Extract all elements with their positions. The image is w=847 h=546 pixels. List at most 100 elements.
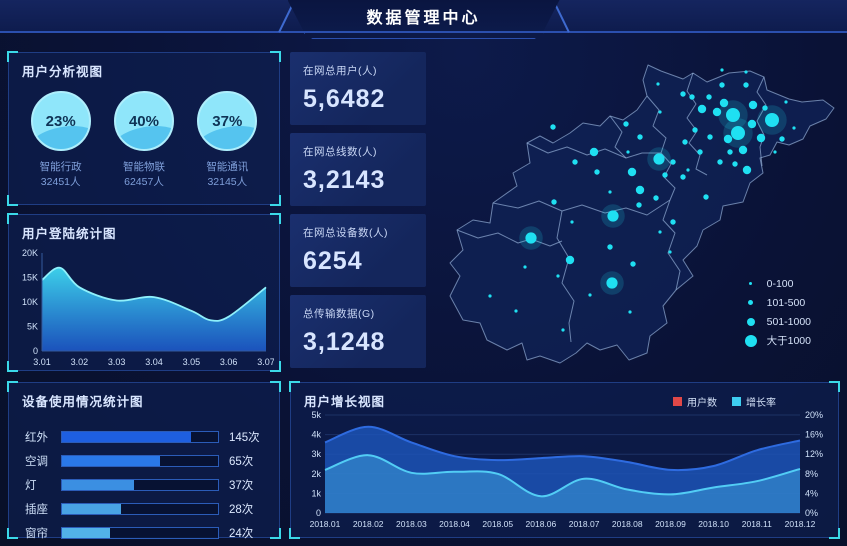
map-inner-border <box>609 115 627 159</box>
stat-label: 在网总用户(人) <box>303 65 377 77</box>
corner-bracket <box>270 51 281 62</box>
svg-text:5K: 5K <box>27 322 38 332</box>
gauge-name: 智能物联 <box>122 161 165 173</box>
corner-bracket <box>289 528 300 539</box>
corner-bracket <box>7 361 18 372</box>
svg-text:5k: 5k <box>311 410 321 420</box>
svg-text:2018.05: 2018.05 <box>482 519 513 529</box>
panel-title-device-usage: 设备使用情况统计图 <box>22 395 144 409</box>
svg-text:3.02: 3.02 <box>71 357 89 367</box>
corner-bracket <box>7 213 18 224</box>
corner-bracket <box>7 195 18 206</box>
map-inner-border <box>756 76 767 167</box>
bar-row: 空调 65次 <box>25 449 265 473</box>
bar-value: 65次 <box>229 456 254 468</box>
corner-bracket <box>270 213 281 224</box>
panel-user-growth: 用户增长视图 用户数 增长率 0 0% 1k 4% 2k 8% 3k 12% 4k 16% 5k 20… <box>289 381 840 539</box>
svg-text:0: 0 <box>316 508 321 518</box>
stat-value: 3,1248 <box>303 328 386 356</box>
corner-bracket <box>829 381 840 392</box>
growth-area-chart: 0 0% 1k 4% 2k 8% 3k 12% 4k 16% 5k 20% 2018.01 2018.02… <box>310 410 823 529</box>
svg-text:2018.07: 2018.07 <box>569 519 600 529</box>
banner-decoration <box>304 33 544 39</box>
bar-row: 红外 145次 <box>25 425 265 449</box>
liquid-circles: 23% 智能行政 32451人 40% 智能物联 62457人 37% <box>9 83 279 190</box>
bar-label: 插座 <box>25 504 48 516</box>
svg-text:2018.01: 2018.01 <box>310 519 341 529</box>
legend-label: 0-100 <box>766 277 794 290</box>
map-legend-row: 0-100 <box>744 274 811 293</box>
bar-track <box>61 479 219 491</box>
panel-title-user-analysis: 用户分析视图 <box>22 65 104 79</box>
gauge-percent: 40% <box>128 112 159 130</box>
corner-bracket <box>7 51 18 62</box>
title-banner: 数据管理中心 <box>288 0 560 31</box>
bar-fill <box>62 456 161 466</box>
bar-label: 窗帘 <box>25 528 48 540</box>
corner-bracket <box>270 381 281 392</box>
bar-row: 插座 28次 <box>25 497 265 521</box>
bar-fill <box>62 432 192 442</box>
svg-text:0: 0 <box>33 346 38 356</box>
corner-bracket <box>7 381 18 392</box>
svg-text:2k: 2k <box>311 469 321 479</box>
svg-text:4%: 4% <box>805 488 818 498</box>
legend-label: 501-1000 <box>766 315 811 328</box>
legend-item-growth-rate: 增长率 <box>732 394 776 409</box>
map-canvas <box>449 64 835 364</box>
bar-value: 28次 <box>229 504 254 516</box>
svg-text:2018.03: 2018.03 <box>396 519 427 529</box>
stat-label: 总传输数据(G) <box>303 308 375 320</box>
bar-fill <box>62 480 134 490</box>
bar-value: 24次 <box>229 528 254 540</box>
svg-text:1k: 1k <box>311 488 321 498</box>
legend-item-users: 用户数 <box>673 394 717 409</box>
stat-card-total-data: 总传输数据(G) 3,1248 <box>290 295 426 368</box>
page-title: 数据管理中心 <box>366 9 481 27</box>
corner-bracket <box>270 195 281 206</box>
scatter-size-icon <box>749 282 753 285</box>
stat-value: 3,2143 <box>303 166 386 194</box>
top-bar: 数据管理中心 <box>0 0 847 33</box>
svg-text:2018.12: 2018.12 <box>785 519 816 529</box>
svg-text:2018.02: 2018.02 <box>353 519 384 529</box>
growth-chart-legend: 用户数 增长率 <box>673 394 776 409</box>
corner-bracket <box>289 381 300 392</box>
svg-text:10K: 10K <box>22 297 38 307</box>
legend-label: 用户数 <box>687 398 717 409</box>
map-inner-border <box>556 210 575 343</box>
svg-text:20%: 20% <box>805 410 823 420</box>
bar-label: 空调 <box>25 456 48 468</box>
map-scatter-dots <box>488 68 796 332</box>
gauge-name: 智能通讯 <box>206 161 249 173</box>
svg-text:2018.04: 2018.04 <box>439 519 470 529</box>
panel-user-analysis: 用户分析视图 23% 智能行政 32451人 40% 智能物联 62457人 <box>7 51 281 206</box>
gauge-label: 智能物联 62457人 <box>123 160 165 190</box>
panel-login-stats: 用户登陆统计图 0 5K 10K 15K 20K 3.01 3.02 3.03 3.04 3.05… <box>7 213 281 372</box>
stat-card-total-devices: 在网总设备数(人) 6254 <box>290 214 426 287</box>
svg-text:3.01: 3.01 <box>33 357 51 367</box>
bar-track <box>61 527 219 539</box>
legend-dot-box <box>744 300 758 305</box>
legend-dot-box <box>744 282 758 285</box>
gauge-percent: 23% <box>45 112 76 130</box>
liquid-gauge: 23% <box>30 91 91 151</box>
svg-text:3.05: 3.05 <box>183 357 201 367</box>
panel-title-user-growth: 用户增长视图 <box>304 395 386 409</box>
login-area-chart: 0 5K 10K 15K 20K 3.01 3.02 3.03 3.04 3.05 3.06 3.07 <box>22 248 274 367</box>
svg-text:2018.09: 2018.09 <box>655 519 686 529</box>
panel-device-usage: 设备使用情况统计图 红外 145次 空调 65次 灯 37次 插座 28次 <box>7 381 281 540</box>
map-inner-border <box>492 199 671 216</box>
legend-label: 101-500 <box>766 296 806 309</box>
bar-track <box>61 503 219 515</box>
gauge-count: 32451人 <box>40 176 81 189</box>
legend-label: 大于1000 <box>766 335 811 347</box>
scatter-size-icon <box>744 334 757 347</box>
legend-dot-box <box>744 334 758 347</box>
bar-fill <box>62 528 111 538</box>
liquid-circle-item: 37% 智能通讯 32145人 <box>188 91 266 190</box>
map-legend: 0-100 101-500 501-1000 大于1000 <box>744 274 811 350</box>
scatter-size-icon <box>748 300 754 305</box>
svg-text:2018.06: 2018.06 <box>526 519 557 529</box>
